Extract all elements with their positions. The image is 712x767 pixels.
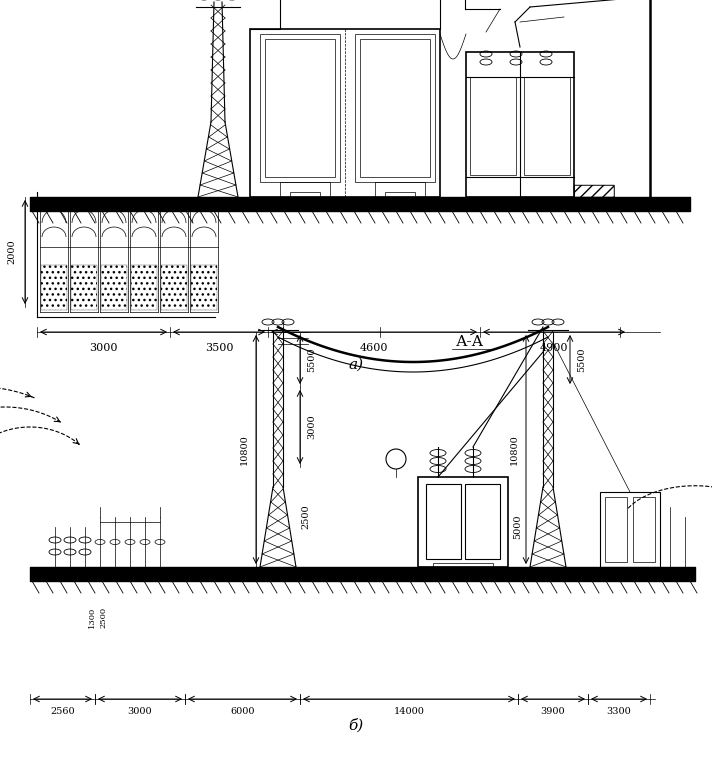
Bar bbox=[418, 477, 508, 567]
Text: 14000: 14000 bbox=[394, 706, 424, 716]
Text: 5500: 5500 bbox=[308, 347, 317, 372]
Bar bbox=[433, 563, 493, 575]
Text: 5000: 5000 bbox=[513, 515, 523, 539]
Text: 3500: 3500 bbox=[205, 343, 234, 353]
Bar bbox=[360, 39, 430, 177]
Text: 2000: 2000 bbox=[8, 239, 16, 265]
Bar bbox=[265, 39, 335, 177]
Text: 4600: 4600 bbox=[360, 343, 388, 353]
Bar bbox=[466, 52, 574, 197]
Bar bbox=[191, 265, 217, 310]
Bar bbox=[250, 29, 440, 197]
Text: б): б) bbox=[348, 718, 364, 732]
Bar bbox=[574, 185, 614, 197]
Bar bbox=[290, 192, 320, 202]
Bar bbox=[443, 571, 483, 581]
Text: 10800: 10800 bbox=[239, 434, 248, 465]
Text: А-А: А-А bbox=[456, 335, 484, 349]
Bar bbox=[71, 265, 97, 310]
Text: 2500: 2500 bbox=[301, 505, 310, 529]
Text: 10800: 10800 bbox=[510, 434, 518, 465]
Bar bbox=[470, 77, 516, 175]
Bar bbox=[605, 497, 627, 562]
Bar bbox=[426, 484, 461, 559]
Text: 4900: 4900 bbox=[540, 343, 568, 353]
Bar bbox=[524, 77, 570, 175]
Bar bbox=[101, 265, 127, 310]
Bar bbox=[280, 182, 330, 197]
Text: 2500: 2500 bbox=[99, 607, 107, 628]
Text: 3300: 3300 bbox=[607, 706, 632, 716]
Text: 3000: 3000 bbox=[89, 343, 117, 353]
Text: а): а) bbox=[348, 358, 364, 372]
Bar bbox=[41, 265, 67, 310]
Text: 3000: 3000 bbox=[308, 415, 317, 439]
Bar bbox=[465, 484, 500, 559]
Bar bbox=[385, 192, 415, 202]
Bar bbox=[574, 185, 614, 197]
Bar bbox=[375, 182, 425, 197]
Text: 2560: 2560 bbox=[50, 706, 75, 716]
Text: 1300: 1300 bbox=[88, 607, 96, 628]
Text: 5500: 5500 bbox=[577, 347, 587, 372]
Text: 6000: 6000 bbox=[230, 706, 255, 716]
Text: 3000: 3000 bbox=[127, 706, 152, 716]
Bar bbox=[600, 492, 660, 567]
Text: 3900: 3900 bbox=[540, 706, 565, 716]
Bar bbox=[131, 265, 157, 310]
Bar bbox=[260, 34, 340, 182]
Bar bbox=[355, 34, 435, 182]
Bar bbox=[633, 497, 655, 562]
Bar bbox=[161, 265, 187, 310]
